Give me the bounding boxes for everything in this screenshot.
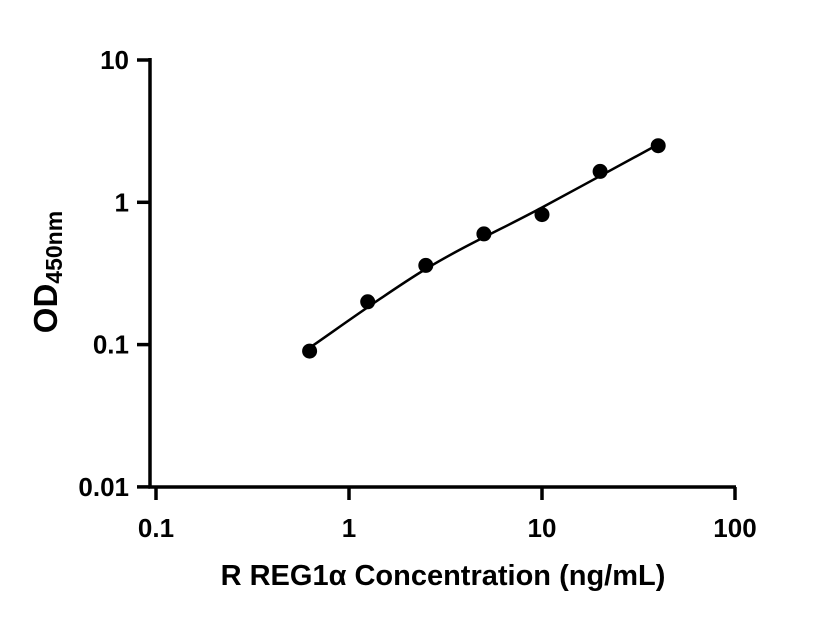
data-point xyxy=(534,207,550,223)
y-tick-label: 0.1 xyxy=(93,330,129,360)
x-tick-label: 0.1 xyxy=(138,513,174,543)
data-point xyxy=(418,257,434,273)
axis-lines xyxy=(148,58,736,489)
y-tick-label: 0.01 xyxy=(78,472,129,502)
x-tick-label: 1 xyxy=(342,513,356,543)
x-tick-label: 10 xyxy=(528,513,557,543)
y-tick-label: 1 xyxy=(115,187,129,217)
y-axis-title: OD450nm xyxy=(27,210,67,334)
y-axis-title-main: OD xyxy=(27,283,64,334)
data-point xyxy=(302,343,318,359)
data-point xyxy=(592,163,608,179)
data-point xyxy=(360,294,376,310)
y-axis-title-sub: 450nm xyxy=(41,210,67,284)
data-point xyxy=(650,138,666,154)
y-tick-label: 10 xyxy=(100,45,129,75)
x-axis-title: R REG1α Concentration (ng/mL) xyxy=(220,560,666,592)
data-point xyxy=(476,226,492,242)
x-tick-label: 100 xyxy=(713,513,756,543)
